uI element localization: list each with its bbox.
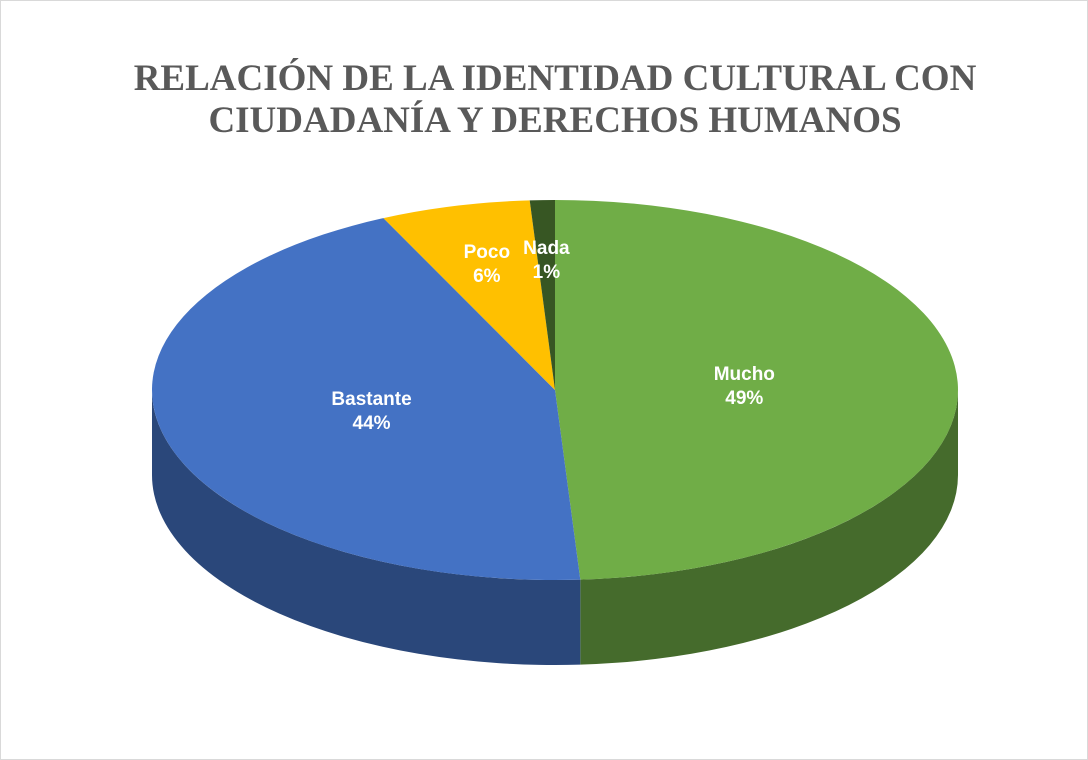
slice-value-label: 1% — [533, 262, 561, 283]
slice-label: Mucho — [714, 364, 775, 385]
slice-value-label: 44% — [353, 413, 391, 434]
slice — [151, 218, 581, 580]
slice-label: Bastante — [331, 389, 411, 410]
slice-label: Poco — [464, 242, 510, 263]
slice-side — [152, 390, 581, 665]
chart-title: RELACIÓN DE LA IDENTIDAD CULTURAL CON CI… — [133, 58, 977, 141]
slice-label: Nada — [523, 238, 570, 259]
slice-value-label: 49% — [725, 388, 763, 409]
slice — [529, 200, 555, 390]
slice — [383, 200, 555, 390]
slice-value-label: 6% — [473, 266, 501, 287]
slice — [555, 200, 959, 580]
slice-side — [580, 390, 958, 665]
